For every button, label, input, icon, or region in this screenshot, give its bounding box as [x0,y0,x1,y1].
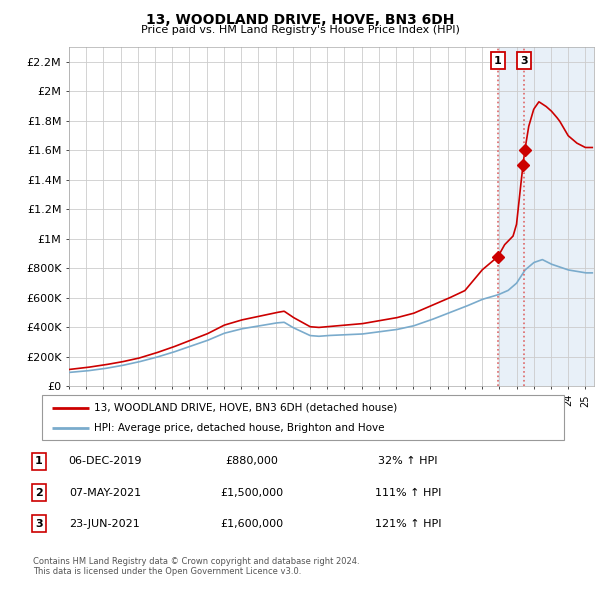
Text: £880,000: £880,000 [226,457,278,466]
FancyBboxPatch shape [42,395,564,440]
Text: Price paid vs. HM Land Registry's House Price Index (HPI): Price paid vs. HM Land Registry's House … [140,25,460,35]
Text: £1,600,000: £1,600,000 [220,519,284,529]
Text: Contains HM Land Registry data © Crown copyright and database right 2024.: Contains HM Land Registry data © Crown c… [33,558,359,566]
Text: This data is licensed under the Open Government Licence v3.0.: This data is licensed under the Open Gov… [33,567,301,576]
Bar [498,47,594,386]
Text: 3: 3 [520,55,528,65]
Text: 1: 1 [35,457,43,466]
Text: 32% ↑ HPI: 32% ↑ HPI [378,457,438,466]
Text: 23-JUN-2021: 23-JUN-2021 [70,519,140,529]
Text: 3: 3 [35,519,43,529]
Text: 2: 2 [35,488,43,497]
Text: 111% ↑ HPI: 111% ↑ HPI [375,488,441,497]
Text: 1: 1 [494,55,502,65]
Text: £1,500,000: £1,500,000 [220,488,284,497]
Text: 13, WOODLAND DRIVE, HOVE, BN3 6DH: 13, WOODLAND DRIVE, HOVE, BN3 6DH [146,13,454,27]
Text: 07-MAY-2021: 07-MAY-2021 [69,488,141,497]
Text: 06-DEC-2019: 06-DEC-2019 [68,457,142,466]
Text: 121% ↑ HPI: 121% ↑ HPI [375,519,441,529]
Text: 13, WOODLAND DRIVE, HOVE, BN3 6DH (detached house): 13, WOODLAND DRIVE, HOVE, BN3 6DH (detac… [94,403,397,412]
Text: HPI: Average price, detached house, Brighton and Hove: HPI: Average price, detached house, Brig… [94,423,385,433]
